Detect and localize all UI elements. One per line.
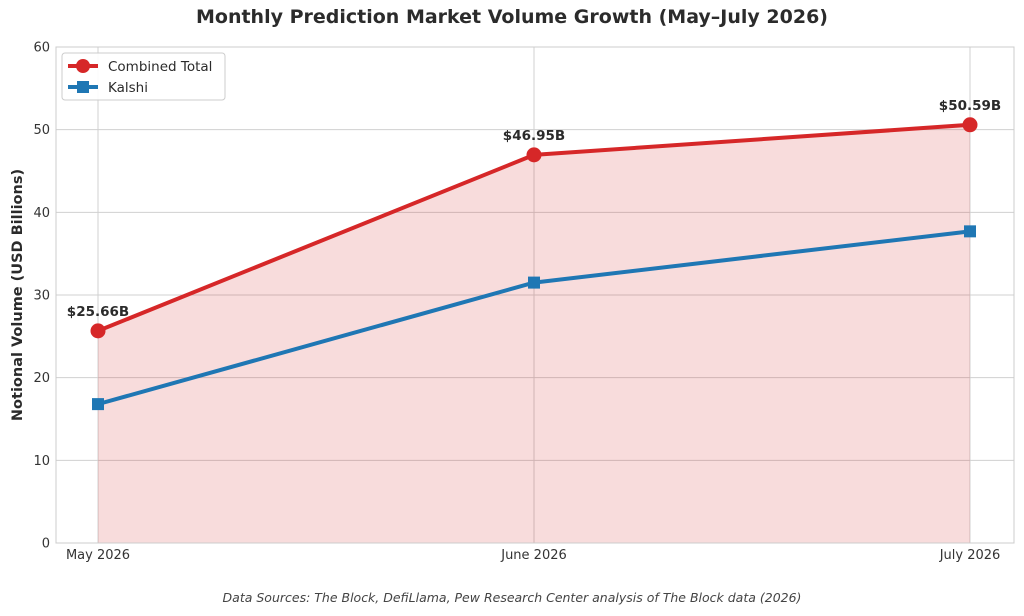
kalshi-point bbox=[964, 225, 976, 238]
legend-label: Combined Total bbox=[108, 59, 212, 75]
legend: Combined Total Kalshi bbox=[61, 52, 226, 101]
legend-label: Kalshi bbox=[108, 80, 148, 96]
y-tick-label: 30 bbox=[33, 289, 50, 304]
y-tick-label: 60 bbox=[33, 41, 50, 56]
data-label: $25.66B bbox=[67, 304, 129, 320]
kalshi-legend-marker bbox=[77, 81, 89, 93]
data-label: $46.95B bbox=[503, 128, 565, 144]
y-tick-label: 50 bbox=[33, 123, 50, 138]
tick-layer: 0 10 20 30 40 50 60 May 2026 June 2026 July 2026 bbox=[33, 41, 1000, 564]
combined-total-area bbox=[98, 124, 970, 543]
y-tick-label: 20 bbox=[33, 371, 50, 386]
chart-title: Monthly Prediction Market Volume Growth … bbox=[195, 6, 828, 28]
combined-total-point bbox=[526, 147, 542, 163]
x-tick-label: July 2026 bbox=[939, 548, 1001, 563]
y-axis-label: Notional Volume (USD Billions) bbox=[10, 169, 26, 421]
marker-layer bbox=[90, 117, 978, 411]
data-label: $50.59B bbox=[939, 98, 1001, 114]
chart-footnote: Data Sources: The Block, DefiLlama, Pew … bbox=[222, 590, 802, 605]
kalshi-point bbox=[92, 398, 104, 411]
plot-frame bbox=[55, 46, 1015, 544]
combined-total-point bbox=[90, 323, 106, 339]
area-layer bbox=[98, 124, 970, 543]
combined-total-legend-marker bbox=[76, 59, 90, 73]
kalshi-point bbox=[528, 276, 540, 289]
y-tick-label: 0 bbox=[42, 537, 50, 552]
label-layer: $25.66B $46.95B $50.59B bbox=[67, 98, 1001, 320]
x-tick-label: May 2026 bbox=[66, 548, 130, 563]
combined-total-point bbox=[962, 117, 978, 133]
y-tick-label: 10 bbox=[33, 454, 50, 469]
x-tick-label: June 2026 bbox=[500, 548, 567, 563]
legend-box bbox=[61, 52, 226, 101]
y-tick-label: 40 bbox=[33, 206, 50, 221]
